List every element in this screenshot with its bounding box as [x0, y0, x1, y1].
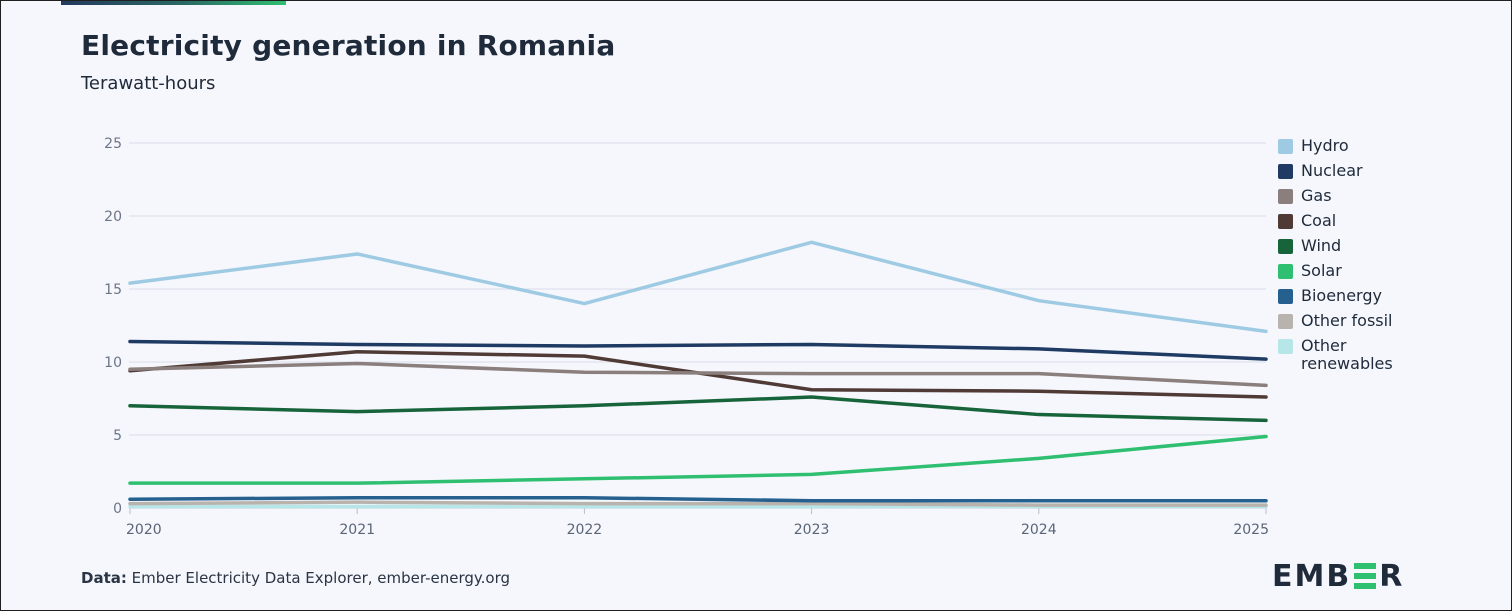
legend-swatch — [1278, 164, 1293, 179]
series-line-wind — [128, 395, 1268, 423]
series-line-solar — [128, 434, 1268, 485]
legend-item-wind: Wind — [1278, 237, 1421, 255]
legend-item-bioenergy: Bioenergy — [1278, 287, 1421, 305]
series-line-other-fossil — [128, 500, 1268, 507]
legend-swatch — [1278, 264, 1293, 279]
legend-item-gas: Gas — [1278, 187, 1421, 205]
legend-item-coal: Coal — [1278, 212, 1421, 230]
x-tick-label: 2022 — [567, 522, 603, 538]
y-tick-label: 20 — [104, 209, 122, 225]
y-tick-label: 15 — [104, 282, 122, 298]
x-tick-label: 2023 — [794, 522, 830, 538]
chart-subtitle: Terawatt-hours — [81, 73, 216, 94]
y-tick-label: 5 — [113, 428, 122, 444]
x-tick-label: 2020 — [126, 522, 162, 538]
x-tick-label: 2025 — [1233, 522, 1269, 538]
y-tick-label: 10 — [104, 355, 122, 371]
legend-label: Gas — [1301, 186, 1332, 205]
legend-item-solar: Solar — [1278, 262, 1421, 280]
legend-label: Wind — [1301, 236, 1342, 255]
y-tick-label: 0 — [113, 501, 122, 517]
series-line-hydro — [128, 240, 1268, 334]
legend-item-nuclear: Nuclear — [1278, 162, 1421, 180]
legend-label: Other renewables — [1301, 336, 1393, 373]
source-footer: Data: Ember Electricity Data Explorer, e… — [81, 569, 510, 587]
series-line-nuclear — [128, 339, 1268, 361]
y-tick-label: 25 — [104, 136, 122, 152]
legend-label: Coal — [1301, 211, 1337, 230]
legend-label: Solar — [1301, 261, 1342, 280]
logo-text-suffix: R — [1379, 559, 1405, 594]
accent-bar — [61, 1, 286, 5]
legend-label: Nuclear — [1301, 161, 1363, 180]
chart-legend: Hydro Nuclear Gas Coal Wind Solar Bioenergy Oth… — [1278, 137, 1478, 380]
ember-logo: EMB R — [1272, 559, 1404, 594]
logo-e-mark — [1354, 563, 1377, 589]
legend-item-other-fossil: Other fossil — [1278, 312, 1421, 330]
chart-title: Electricity generation in Romania — [81, 29, 616, 62]
source-text: Ember Electricity Data Explorer, ember-e… — [131, 569, 510, 587]
legend-item-other-renewables: Other renewables — [1278, 337, 1421, 373]
legend-swatch — [1278, 214, 1293, 229]
source-label: Data: — [81, 569, 127, 587]
legend-swatch — [1278, 189, 1293, 204]
legend-item-hydro: Hydro — [1278, 137, 1421, 155]
legend-swatch — [1278, 289, 1293, 304]
legend-label: Other fossil — [1301, 311, 1393, 330]
x-tick-label: 2021 — [339, 522, 375, 538]
legend-swatch — [1278, 139, 1293, 154]
x-tick-label: 2024 — [1021, 522, 1057, 538]
series-line-bioenergy — [128, 496, 1268, 503]
series-line-gas — [128, 361, 1268, 388]
legend-label: Bioenergy — [1301, 286, 1382, 305]
legend-swatch — [1278, 239, 1293, 254]
legend-swatch — [1278, 339, 1293, 354]
logo-text-prefix: EMB — [1272, 559, 1352, 594]
legend-label: Hydro — [1301, 136, 1349, 155]
legend-swatch — [1278, 314, 1293, 329]
